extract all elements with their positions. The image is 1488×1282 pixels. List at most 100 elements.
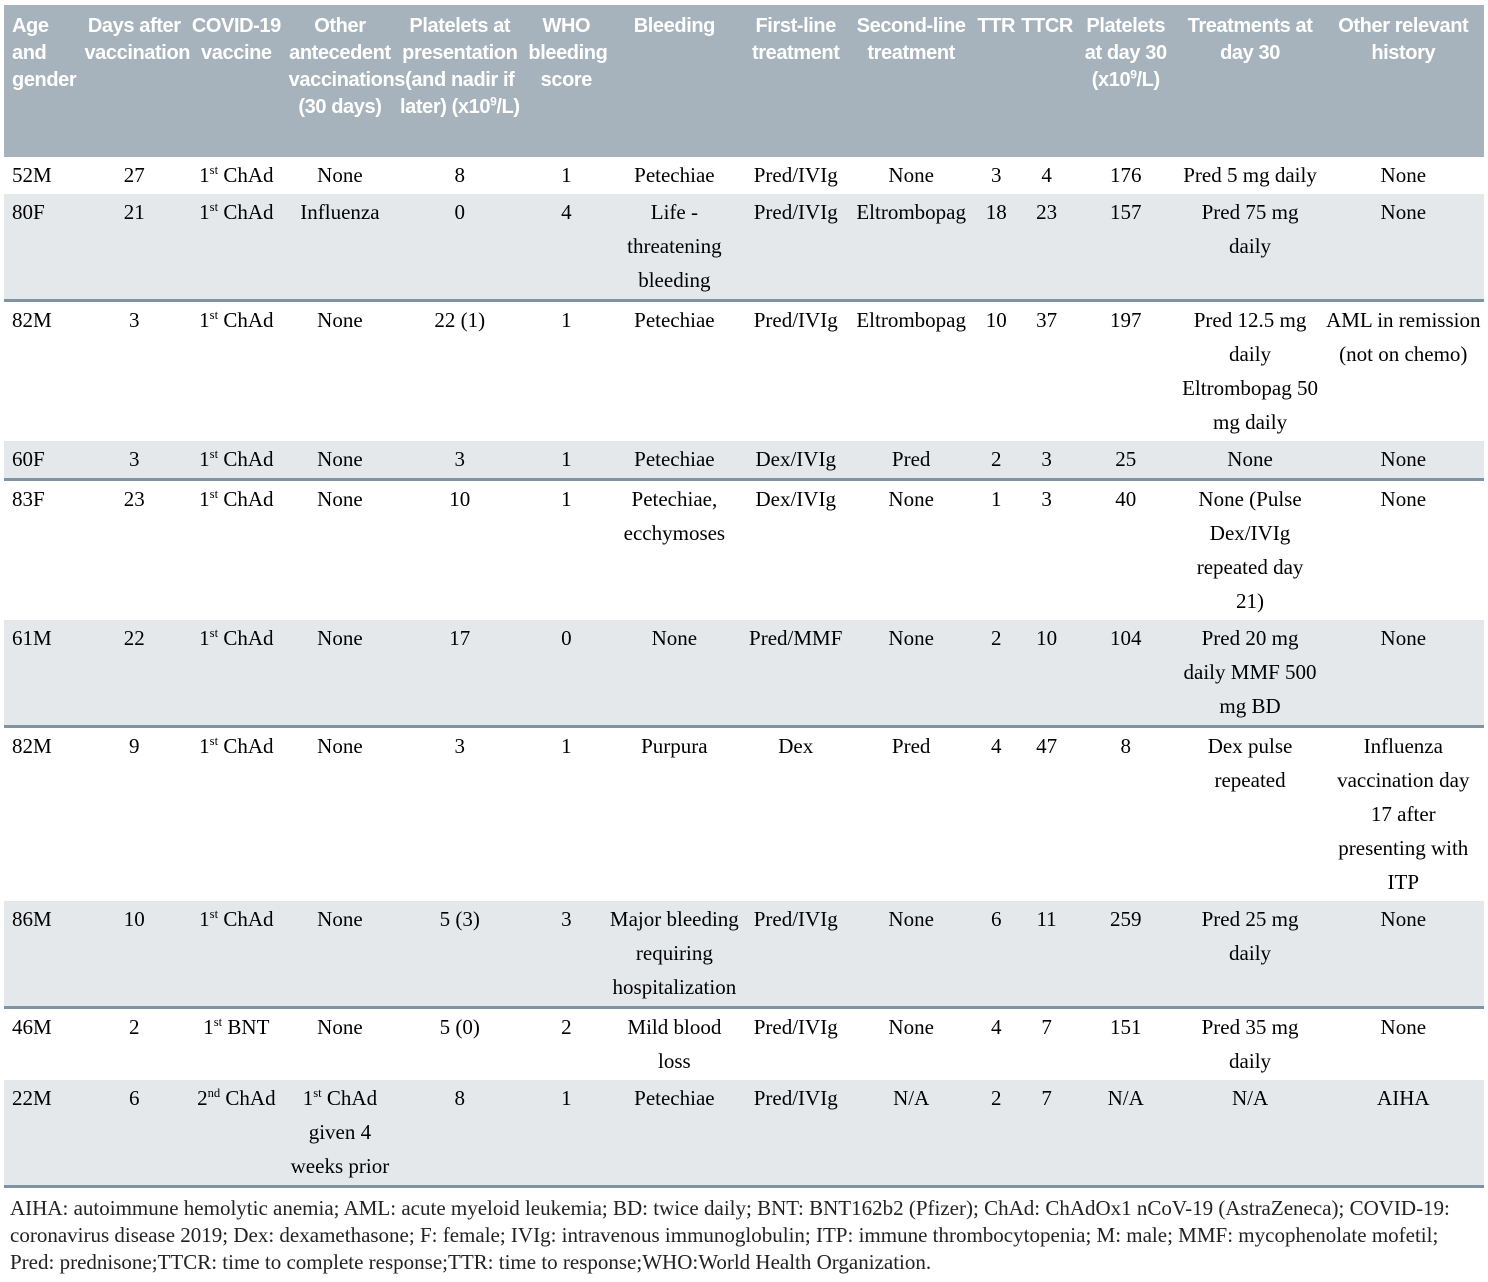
table-row: 52M 27 1st ChAd None 8 1 Petechiae Pred/IVIg Non… [4,157,1484,194]
cell-treatments-at-day-30: Pred 5 mg daily [1183,163,1317,187]
cell-days-after-vaccination: 10 [82,901,187,1009]
cell-first-line-treatment: Pred/IVIg [753,1015,838,1039]
cell-second-line-treatment: None [888,163,934,187]
col-header-bleeding: Bleeding [606,5,743,157]
cell-covid19-vaccine: 1st ChAd [186,901,287,1009]
cell-ttr: 4 [991,1015,1002,1039]
cell-second-line-treatment: Eltrombopag [849,194,974,302]
cell-ttr: 4 [991,734,1002,758]
cell-covid19-vaccine: 1st ChAd [186,620,287,728]
cell-age-gender: 52M [12,163,52,187]
cell-other-antecedent-vaccinations: None [317,1015,363,1039]
table-row: 80F 21 1st ChAd Influenza 0 4 Life - threateni… [4,194,1484,302]
cell-platelets-at-presentation: 0 [393,194,527,302]
cell-ttcr: 37 [1036,308,1058,332]
cell-treatments-at-day-30: Pred 75 mg daily [1177,194,1323,302]
cell-age-gender: 60F [4,441,83,481]
cell-age-gender: 80F [4,194,83,302]
cell-age-gender: 82M [12,308,52,332]
cell-platelets-at-day-30: 8 [1120,734,1131,758]
cell-first-line-treatment: Pred/MMF [742,620,849,728]
cell-first-line-treatment: Pred/IVIg [742,901,849,1009]
cell-other-relevant-history: AIHA [1322,1080,1484,1188]
cell-bleeding: Petechiae [606,441,743,481]
cell-covid19-vaccine: 1st ChAd [199,163,274,187]
cell-other-relevant-history: None [1322,620,1484,728]
table-row: 60F 3 1st ChAd None 3 1 Petechiae Dex/IVIg Pred 2… [4,441,1484,481]
cell-days-after-vaccination: 6 [82,1080,187,1188]
table-row: 82M 9 1st ChAd None 3 1 Purpura Dex Pred 4 47 8 Dex … [4,727,1484,902]
cell-days-after-vaccination: 3 [82,441,187,481]
cell-who-bleeding-score: 1 [526,441,607,481]
col-header-ttcr: TTCR [1019,5,1074,157]
cell-platelets-at-presentation: 8 [393,1080,527,1188]
cell-first-line-treatment: Dex/IVIg [755,487,836,511]
cell-ttcr: 4 [1041,163,1052,187]
cell-who-bleeding-score: 0 [526,620,607,728]
cell-days-after-vaccination: 3 [128,308,140,332]
cell-ttcr: 23 [1019,194,1074,302]
cell-first-line-treatment: Pred/IVIg [753,308,838,332]
cell-ttcr: 7 [1019,1080,1074,1188]
cell-who-bleeding-score: 1 [561,308,572,332]
cell-who-bleeding-score: 2 [561,1015,572,1039]
cell-other-relevant-history: None [1380,487,1427,511]
patient-cases-table: Age and gender Days after vaccination CO… [4,5,1484,1188]
cell-platelets-at-day-30: 259 [1073,901,1178,1009]
cell-age-gender: 82M [12,734,52,758]
cell-platelets-at-presentation: 17 [393,620,527,728]
cell-other-antecedent-vaccinations: 1st ChAd given 4 weeks prior [286,1080,394,1188]
cell-other-antecedent-vaccinations: None [286,441,394,481]
cell-who-bleeding-score: 1 [561,734,572,758]
cell-ttr: 10 [985,308,1007,332]
cell-covid19-vaccine: 1st ChAd [186,194,287,302]
cell-platelets-at-day-30: 151 [1109,1015,1142,1039]
cell-treatments-at-day-30: Dex pulse repeated [1207,734,1293,792]
table-row: 82M 3 1st ChAd None 22 (1) 1 Petechiae Pred/IVI… [4,301,1484,442]
cell-days-after-vaccination: 2 [128,1015,140,1039]
cell-platelets-at-presentation: 5 (3) [393,901,527,1009]
cell-ttcr: 10 [1019,620,1074,728]
cell-bleeding: Mild blood loss [627,1015,722,1073]
cell-covid19-vaccine: 1st ChAd [186,441,287,481]
cell-treatments-at-day-30: Pred 35 mg daily [1201,1015,1299,1073]
cell-second-line-treatment: None [888,487,934,511]
cell-platelets-at-presentation: 3 [393,441,527,481]
cell-other-relevant-history: None [1322,901,1484,1009]
table-row: 86M 10 1st ChAd None 5 (3) 3 Major bleeding re… [4,901,1484,1009]
cell-platelets-at-presentation: 22 (1) [434,308,486,332]
cell-treatments-at-day-30: Pred 20 mg daily MMF 500 mg BD [1177,620,1323,728]
cell-platelets-at-day-30: 25 [1073,441,1178,481]
cell-bleeding: Petechiae, ecchymoses [623,487,726,545]
cell-other-relevant-history: None [1322,441,1484,481]
cell-treatments-at-day-30: None [1177,441,1323,481]
col-header-days-after-vaccination: Days after vaccination [82,5,190,157]
col-header-other-relevant-history: Other relevant history [1322,5,1484,157]
col-header-who-bleeding-score: WHO bleeding score [526,5,608,157]
col-header-platelets-at-presentation: Platelets at presentation (and nadir if … [393,5,527,157]
cell-age-gender: 46M [12,1015,52,1039]
cell-other-antecedent-vaccinations: None [317,734,363,758]
cell-first-line-treatment: Dex/IVIg [742,441,849,481]
col-header-other-antecedent-vaccinations: Other antecedent vaccinations (30 days) [286,5,405,157]
cell-platelets-at-presentation: 5 (0) [439,1015,480,1039]
cell-ttr: 6 [973,901,1020,1009]
cell-age-gender: 61M [4,620,83,728]
col-header-first-line-treatment: First-line treatment [742,5,849,157]
cell-bleeding: Purpura [641,734,708,758]
cell-ttcr: 3 [1041,487,1052,511]
col-header-platelets-at-day-30: Platelets at day 30 (x109/L) [1073,5,1178,157]
cell-second-line-treatment: Eltrombopag [856,308,966,332]
cell-bleeding: Petechiae [606,1080,743,1188]
cell-other-relevant-history: Influenza vaccination day 17 after prese… [1337,734,1470,894]
cell-second-line-treatment: None [849,901,974,1009]
cell-bleeding: Major bleeding requiring hospitalization [606,901,743,1009]
cell-covid19-vaccine: 1st ChAd [199,734,274,758]
cell-treatments-at-day-30: None (Pulse Dex/IVIg repeated day 21) [1196,487,1304,613]
cell-days-after-vaccination: 9 [128,734,140,758]
cell-ttr: 18 [973,194,1020,302]
cell-days-after-vaccination: 21 [82,194,187,302]
cell-treatments-at-day-30: Pred 25 mg daily [1177,901,1323,1009]
cell-bleeding: Life - threatening bleeding [606,194,743,302]
cell-first-line-treatment: Dex [778,734,814,758]
